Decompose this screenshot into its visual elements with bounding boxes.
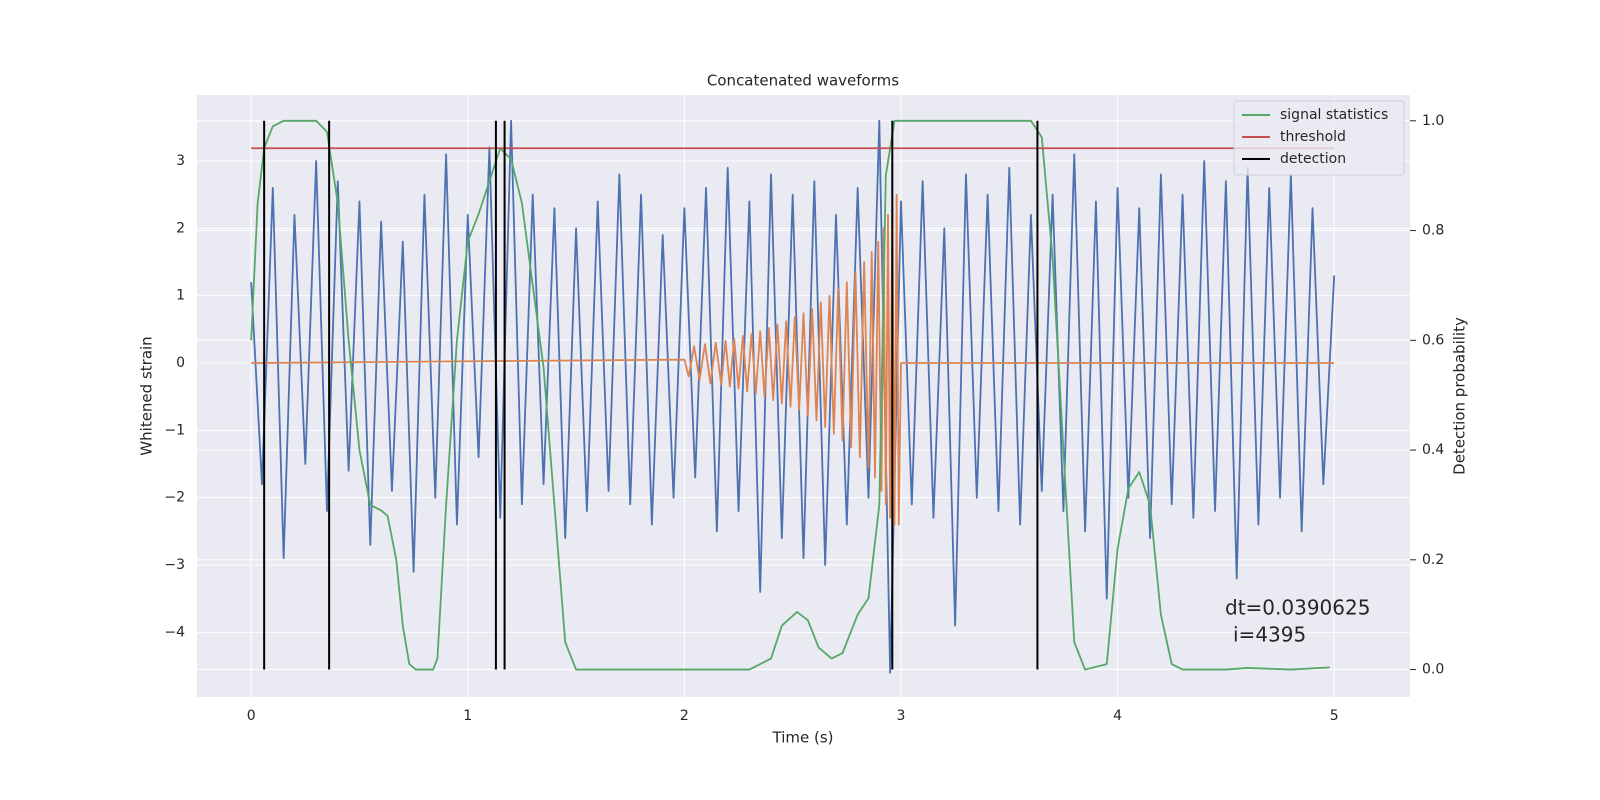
x-axis-label: Time (s) [772, 729, 834, 747]
y-tick-label: −2 [164, 490, 185, 506]
x-tick-label: 3 [897, 708, 906, 724]
legend-label: signal statistics [1280, 107, 1388, 123]
x-tick-label: 2 [680, 708, 689, 724]
y-tick-label: −3 [164, 557, 185, 573]
annotation: dt=0.0390625 [1225, 596, 1370, 620]
y-tick-label: 1 [176, 288, 185, 304]
y-tick-label: 2 [176, 220, 185, 236]
y2-tick-label: 1.0 [1422, 113, 1444, 129]
series-line [250, 119, 1330, 671]
y2-tick-label: 0.4 [1422, 442, 1444, 458]
y-axis-label: Whitened strain [138, 336, 156, 455]
strain-line [250, 119, 1336, 674]
y-tick-label: −4 [164, 624, 185, 640]
y-tick-label: 3 [176, 153, 185, 169]
chart-title: Concatenated waveforms [707, 72, 899, 90]
legend-box [1233, 100, 1405, 176]
y2-tick-label: 0.0 [1422, 662, 1444, 678]
y2-tick-label: 0.8 [1422, 223, 1444, 239]
y2-tick-label: 0.6 [1422, 332, 1444, 348]
legend-label: threshold [1280, 129, 1346, 145]
x-tick-label: 4 [1113, 708, 1122, 724]
x-tick-label: 1 [463, 708, 472, 724]
x-tick-label: 5 [1330, 708, 1339, 724]
y2-tick-label: 0.2 [1422, 552, 1444, 568]
y2-axis-label: Detection probability [1451, 317, 1469, 475]
x-tick-label: 0 [247, 708, 256, 724]
legend-label: detection [1280, 151, 1346, 167]
annotation: i=4395 [1233, 623, 1306, 647]
y-tick-label: −1 [164, 422, 185, 438]
y-tick-label: 0 [176, 355, 185, 371]
